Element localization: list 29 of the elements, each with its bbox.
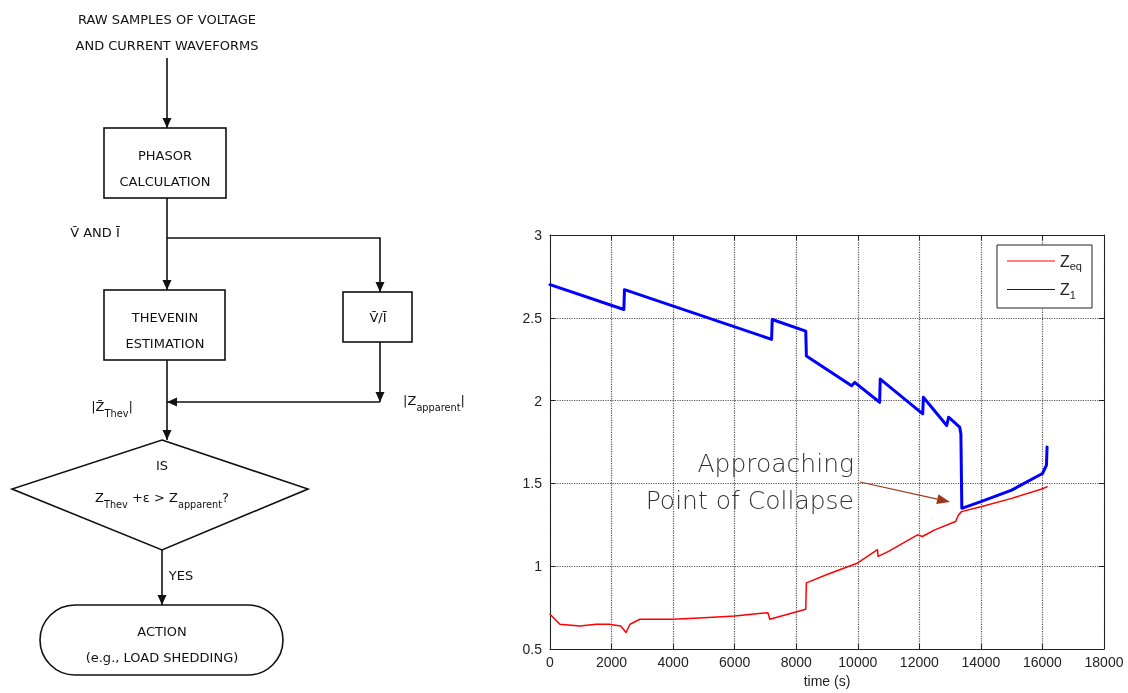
y-tick-label: 0.5 xyxy=(522,641,543,658)
x-tick-label: 18000 xyxy=(1084,654,1124,671)
text: V̄/Ī xyxy=(369,310,387,325)
y-tick-label: 1.5 xyxy=(522,475,543,492)
x-tick-label: 12000 xyxy=(899,654,940,671)
y-tick-label: 2.5 xyxy=(522,309,543,326)
text: RAW SAMPLES OF VOLTAGE AND CURRENT WAVEFORMS xyxy=(75,12,259,53)
x-tick-label: 6000 xyxy=(719,654,751,671)
x-tick-label: 8000 xyxy=(780,654,812,671)
text: |Z$_{apparent}$| xyxy=(403,393,465,413)
x-tick-label: 16000 xyxy=(1022,654,1063,671)
text: YES xyxy=(167,568,194,583)
text: IS Z$_{Thev}$ +ε > Z$_{apparent}$? xyxy=(95,458,229,510)
text: ACTION (e.g., LOAD SHEDDING) xyxy=(85,624,239,665)
x-axis-title: time (s) xyxy=(803,673,851,689)
x-tick-label: 0 xyxy=(546,654,555,671)
y-tick-label: 3 xyxy=(534,227,543,243)
x-tick-label: 10000 xyxy=(838,654,878,671)
x-tick-label: 4000 xyxy=(657,654,689,671)
x-tick-label: 14000 xyxy=(961,654,1001,671)
text: PHASOR CALCULATION xyxy=(119,148,211,189)
x-tick-label: 2000 xyxy=(595,654,628,671)
line-series xyxy=(549,486,1048,634)
annotation: Approaching Point of Collapse xyxy=(645,449,854,515)
y-tick-label: 1 xyxy=(534,558,543,575)
text: THEVENIN ESTIMATION xyxy=(125,310,205,351)
text: |Z̄$_{Thev}$| xyxy=(91,399,133,419)
text: V̄ AND Ī xyxy=(70,225,120,240)
y-tick-label: 2 xyxy=(534,392,543,409)
